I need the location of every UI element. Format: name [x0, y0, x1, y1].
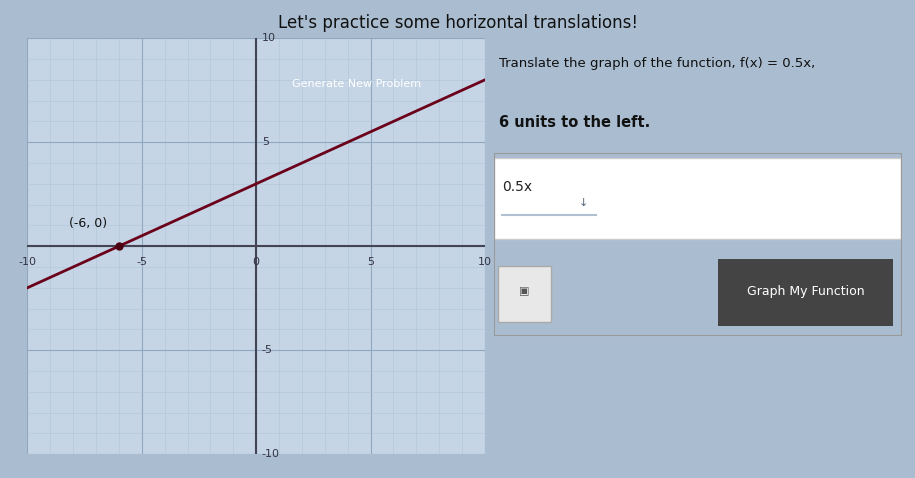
Text: Generate New Problem: Generate New Problem: [292, 79, 422, 88]
FancyBboxPatch shape: [498, 266, 551, 322]
Text: Translate the graph of the function, f(x) = 0.5x,: Translate the graph of the function, f(x…: [499, 57, 815, 70]
Text: 10: 10: [262, 33, 276, 43]
Text: 0: 0: [253, 257, 260, 267]
Text: ▣: ▣: [520, 287, 530, 296]
Text: 5: 5: [262, 137, 269, 147]
Text: (-6, 0): (-6, 0): [70, 217, 108, 229]
Text: ↓: ↓: [579, 198, 588, 208]
Text: 10: 10: [478, 257, 492, 267]
Text: -10: -10: [18, 257, 37, 267]
Text: 5: 5: [367, 257, 374, 267]
Text: Graph My Function: Graph My Function: [747, 285, 865, 298]
Text: Let's practice some horizontal translations!: Let's practice some horizontal translati…: [277, 14, 638, 33]
Text: -5: -5: [262, 345, 273, 355]
Text: 0.5x: 0.5x: [502, 181, 533, 195]
Text: -10: -10: [262, 449, 280, 459]
Text: -5: -5: [136, 257, 147, 267]
Text: 6 units to the left.: 6 units to the left.: [499, 115, 650, 130]
FancyBboxPatch shape: [718, 259, 893, 326]
